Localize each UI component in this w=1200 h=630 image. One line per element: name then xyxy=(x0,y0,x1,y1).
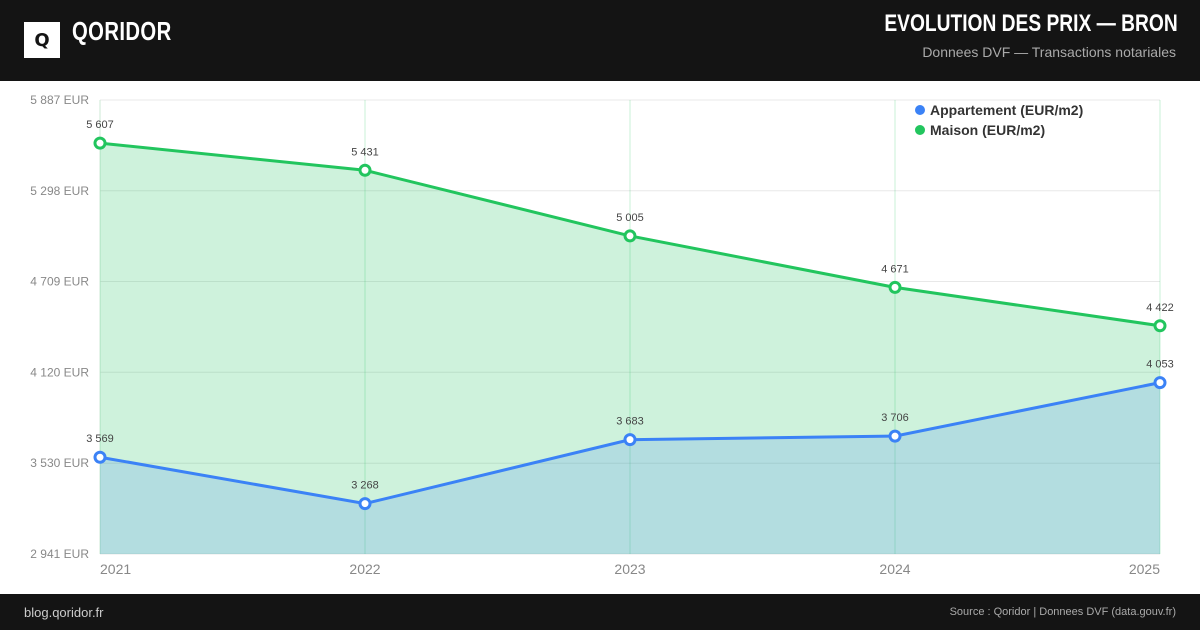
y-tick-label: 4 709 EUR xyxy=(30,275,89,289)
data-label-maison: 4 671 xyxy=(881,263,909,275)
x-tick-label: 2023 xyxy=(614,561,645,577)
data-label-appartement: 3 268 xyxy=(351,480,379,492)
x-tick-label: 2021 xyxy=(100,561,131,577)
y-tick-label: 4 120 EUR xyxy=(30,365,89,379)
point-appartement xyxy=(1153,376,1167,390)
site-link[interactable]: blog.qoridor.fr xyxy=(24,605,104,620)
logo: Q xyxy=(24,22,60,58)
legend-label-maison: Maison (EUR/m2) xyxy=(930,122,1045,138)
point-maison xyxy=(623,229,637,243)
data-label-maison: 5 431 xyxy=(351,146,379,158)
point-maison xyxy=(93,136,107,150)
footer: blog.qoridor.fr Source : Qoridor | Donne… xyxy=(0,594,1200,630)
data-label-maison: 5 005 xyxy=(616,212,644,224)
x-tick-label: 2022 xyxy=(349,561,380,577)
data-label-appartement: 3 683 xyxy=(616,416,644,428)
data-label-appartement: 3 569 xyxy=(86,433,114,445)
header: Q QORIDOR EVOLUTION DES PRIX — BRON Donn… xyxy=(0,0,1200,81)
chart-subtitle: Donnees DVF — Transactions notariales xyxy=(922,44,1176,60)
y-tick-label: 3 530 EUR xyxy=(30,456,89,470)
chart-title: EVOLUTION DES PRIX — BRON xyxy=(884,10,1178,37)
y-tick-label: 2 941 EUR xyxy=(30,547,89,561)
area-appartement xyxy=(100,382,1160,554)
data-label-maison: 5 607 xyxy=(86,119,114,131)
data-label-appartement: 3 706 xyxy=(881,412,909,424)
point-maison xyxy=(888,280,902,294)
point-appartement xyxy=(623,433,637,447)
point-appartement xyxy=(358,497,372,511)
legend-marker-appartement xyxy=(915,105,925,115)
legend-label-appartement: Appartement (EUR/m2) xyxy=(930,102,1083,118)
y-tick-label: 5 298 EUR xyxy=(30,184,89,198)
point-appartement xyxy=(888,429,902,443)
y-tick-label: 5 887 EUR xyxy=(30,93,89,107)
x-tick-label: 2024 xyxy=(879,561,910,577)
x-tick-label: 2025 xyxy=(1129,561,1160,577)
point-appartement xyxy=(93,450,107,464)
point-maison xyxy=(1153,319,1167,333)
data-label-appartement: 4 053 xyxy=(1146,359,1174,371)
source-text: Source : Qoridor | Donnees DVF (data.gou… xyxy=(949,606,1176,618)
brand-name: QORIDOR xyxy=(72,16,172,46)
data-label-maison: 4 422 xyxy=(1146,302,1174,314)
legend-marker-maison xyxy=(915,125,925,135)
point-maison xyxy=(358,163,372,177)
area-maison xyxy=(100,143,1160,555)
